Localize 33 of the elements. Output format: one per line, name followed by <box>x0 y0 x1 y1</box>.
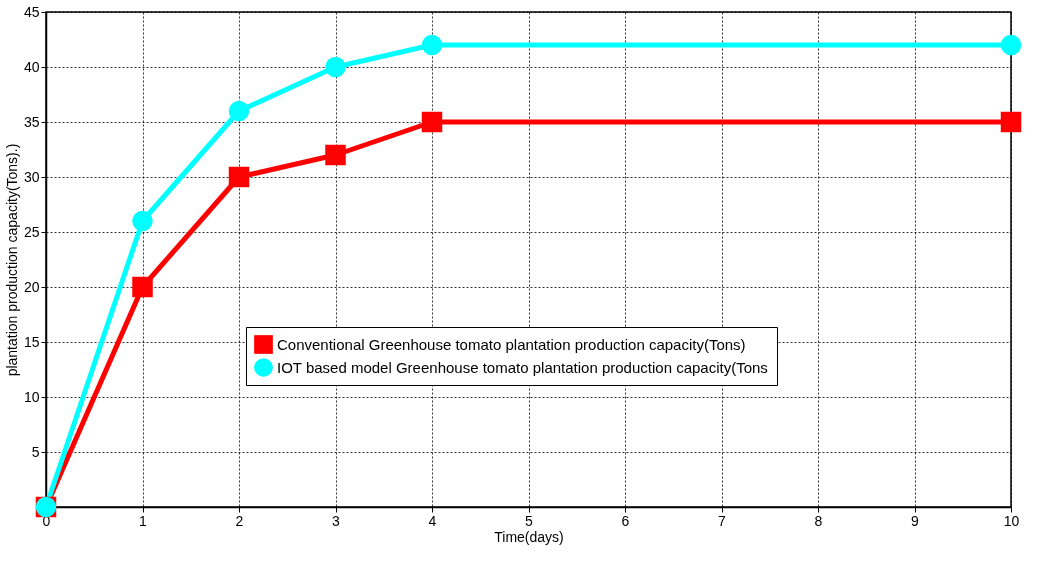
point <box>228 100 250 122</box>
y-tick-label: 5 <box>31 443 40 460</box>
x-tick-label: 6 <box>621 512 630 529</box>
x-tick-label: 5 <box>525 512 534 529</box>
y-axis-title: plantation production capacity(Tons).) <box>3 143 20 377</box>
y-tick-label: 15 <box>23 333 40 350</box>
point <box>325 56 346 78</box>
x-tick-label: 10 <box>1003 512 1020 529</box>
point <box>1000 111 1022 133</box>
legend-label: Conventional Greenhouse tomato plantation production capacity(Tons) <box>277 335 746 353</box>
x-axis-title: Time(days) <box>494 528 564 545</box>
x-tick-label: 2 <box>235 512 244 529</box>
y-tick-label: 35 <box>23 113 40 130</box>
point <box>421 34 443 56</box>
x-tick-label: 3 <box>332 512 341 529</box>
point <box>421 111 443 133</box>
y-tick-label: 25 <box>23 223 40 240</box>
x-tick-label: 1 <box>139 512 148 529</box>
y-tick-label: 30 <box>23 168 40 185</box>
x-tick-label: 8 <box>814 512 823 529</box>
point <box>132 276 153 298</box>
point <box>228 166 250 188</box>
y-tick-label: 40 <box>23 58 40 75</box>
x-tick-label: 4 <box>428 512 437 529</box>
y-tick-label: 10 <box>23 388 40 405</box>
point <box>1000 34 1022 56</box>
y-tick-label: 20 <box>23 278 40 295</box>
y-tick-label: 45 <box>23 3 40 20</box>
x-tick-label: 7 <box>718 512 727 529</box>
point <box>325 144 346 166</box>
point <box>132 210 153 232</box>
legend-label: IOT based model Greenhouse tomato plantation production capacity(Tons <box>277 358 768 376</box>
x-tick-label: 9 <box>911 512 920 529</box>
